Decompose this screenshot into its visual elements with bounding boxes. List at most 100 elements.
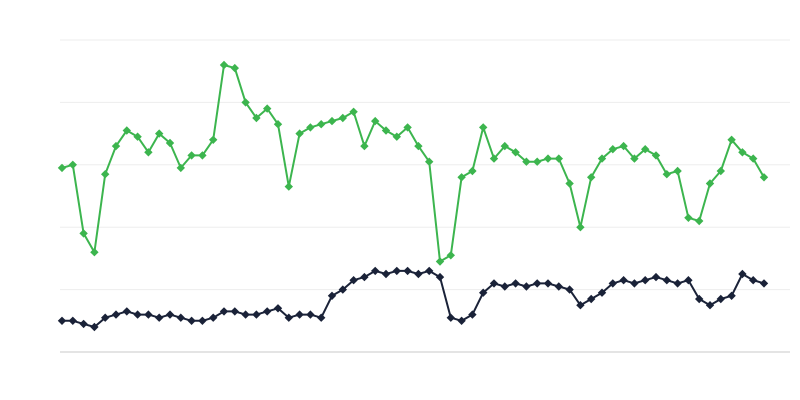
green-series-diamond-marker (749, 154, 758, 163)
green-series-diamond-marker (565, 179, 574, 188)
green-series-diamond-marker (446, 251, 455, 260)
navy-series-diamond-marker (57, 316, 67, 325)
navy-series-diamond-marker (133, 310, 142, 319)
navy-series-diamond-marker (273, 304, 283, 313)
green-series-diamond-marker (111, 141, 121, 151)
green-series-diamond-marker (576, 223, 585, 232)
navy-series-diamond-marker (457, 316, 466, 325)
navy-series-diamond-marker (759, 279, 769, 288)
navy-series-diamond-marker (511, 279, 520, 288)
navy-series-diamond-marker (727, 291, 736, 300)
green-series-diamond-marker (738, 148, 747, 157)
navy-series-diamond-marker (587, 294, 596, 304)
green-series-diamond-marker (716, 166, 725, 176)
navy-series (57, 266, 769, 332)
green-series-diamond-marker (587, 173, 596, 182)
navy-series-diamond-marker (176, 313, 185, 322)
navy-series-diamond-marker (230, 307, 239, 316)
green-series-diamond-marker (90, 248, 99, 257)
navy-series-diamond-marker (155, 313, 164, 322)
navy-series-diamond-marker (219, 307, 229, 316)
green-series-diamond-marker (727, 135, 736, 144)
green-series-diamond-marker (68, 160, 77, 169)
navy-series-diamond-marker (673, 279, 682, 288)
navy-series-diamond-marker (522, 282, 531, 291)
green-series-diamond-marker (759, 173, 769, 182)
navy-series-diamond-marker (241, 310, 250, 319)
green-series-diamond-marker (435, 257, 445, 266)
green-series-diamond-marker (165, 138, 175, 148)
green-series-diamond-marker (705, 179, 715, 188)
navy-series-diamond-marker (479, 288, 488, 297)
navy-series-diamond-marker (101, 313, 110, 322)
navy-series-diamond-marker (651, 272, 661, 282)
navy-series-diamond-marker (749, 276, 758, 285)
navy-series-diamond-marker (68, 316, 77, 325)
green-series-diamond-marker (619, 141, 628, 151)
green-series-diamond-marker (209, 135, 218, 144)
navy-series-diamond-marker (360, 272, 369, 282)
navy-series-diamond-marker (695, 294, 704, 304)
green-series-diamond-marker (263, 104, 272, 113)
green-series-diamond-marker (155, 129, 164, 138)
green-series-diamond-marker (295, 129, 304, 138)
navy-series-diamond-marker (468, 310, 477, 319)
green-series-diamond-marker (641, 145, 650, 154)
green-series-diamond-marker (349, 107, 358, 116)
navy-series-diamond-marker (403, 266, 412, 276)
navy-series-diamond-marker (662, 276, 671, 285)
green-series-diamond-marker (425, 157, 434, 166)
green-series-diamond-marker (57, 163, 67, 173)
green-series-diamond-marker (533, 157, 542, 166)
navy-series-diamond-marker (392, 266, 401, 276)
navy-series-diamond-marker (576, 301, 585, 310)
navy-series-diamond-marker (327, 291, 337, 300)
navy-series-diamond-marker (144, 310, 153, 319)
navy-series-diamond-marker (630, 279, 639, 288)
green-series-diamond-marker (360, 141, 369, 151)
green-series-diamond-marker (338, 113, 347, 123)
navy-series-diamond-marker (306, 310, 315, 319)
navy-series-diamond-marker (209, 313, 218, 322)
green-series-diamond-marker (144, 148, 153, 157)
green-series-line (61, 64, 765, 263)
navy-series-diamond-marker (381, 269, 391, 279)
green-series-diamond-marker (468, 166, 477, 176)
navy-series-diamond-marker (349, 276, 358, 285)
green-series-diamond-marker (511, 148, 520, 157)
navy-series-diamond-marker (284, 313, 293, 322)
green-series-diamond-marker (252, 113, 261, 123)
navy-series-diamond-marker (414, 269, 423, 279)
navy-series-diamond-marker (90, 322, 99, 332)
navy-series-diamond-marker (641, 276, 650, 285)
green-series-diamond-marker (381, 126, 391, 135)
navy-series-diamond-marker (295, 310, 304, 319)
navy-series-diamond-marker (198, 316, 207, 325)
green-series-diamond-marker (684, 213, 693, 222)
green-series-diamond-marker (176, 163, 185, 173)
green-series-diamond-marker (695, 216, 704, 226)
navy-series-diamond-marker (122, 307, 131, 316)
green-series-diamond-marker (122, 126, 131, 135)
green-series-diamond-marker (230, 63, 239, 73)
green-series-diamond-marker (133, 132, 142, 141)
green-series-diamond-marker (554, 154, 563, 163)
navy-series-diamond-marker (425, 266, 434, 276)
green-series-diamond-marker (543, 154, 553, 163)
green-series-diamond-marker (198, 151, 207, 160)
green-series (57, 60, 769, 266)
navy-series-line (61, 269, 765, 328)
navy-series-diamond-marker (489, 279, 499, 288)
navy-series-diamond-marker (716, 294, 725, 304)
green-series-diamond-marker (457, 173, 466, 182)
green-series-diamond-marker (522, 157, 531, 166)
green-series-diamond-marker (673, 166, 682, 176)
green-series-diamond-marker (284, 182, 293, 191)
navy-series-diamond-marker (684, 276, 693, 285)
navy-series-diamond-marker (79, 319, 88, 329)
green-series-diamond-marker (317, 120, 326, 129)
green-series-diamond-marker (414, 141, 423, 151)
navy-series-diamond-marker (317, 313, 326, 322)
green-series-diamond-marker (187, 151, 196, 160)
navy-series-diamond-marker (446, 313, 455, 322)
